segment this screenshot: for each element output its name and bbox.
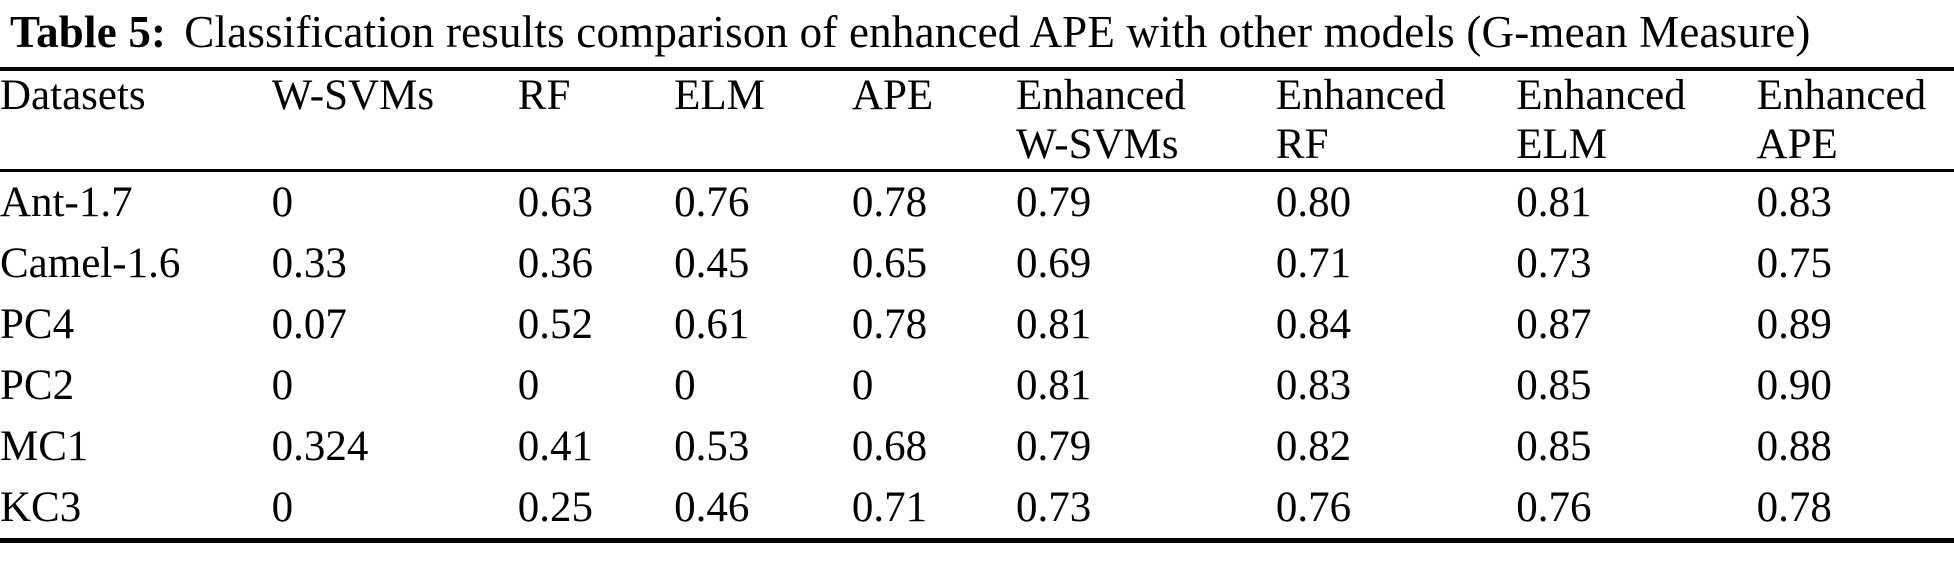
row-label: PC2 [0,362,75,409]
data-cell: 0.71 [851,484,928,531]
data-cell: 0.68 [851,423,928,470]
column-header-line2: ELM [1516,121,1608,168]
data-cell: 0.76 [1275,484,1352,531]
column-header-line2 [852,120,1016,168]
data-cell: 0 [674,362,696,409]
column-header-line1: ELM [674,72,765,119]
column-header-line1: APE [851,72,934,119]
data-cell: 0.85 [1516,423,1592,470]
table-caption: Table 5: Classification results compariso… [0,0,1954,58]
data-cell: 0.41 [517,423,594,470]
data-cell: 0.33 [271,240,347,287]
column-header-line1: W-SVMs [271,72,435,119]
table-row: PC4 0.07 0.52 0.61 0.78 0.81 0.84 0.87 0… [0,294,1954,355]
column-header-enhanced-rf: Enhanced RF [1275,69,1517,172]
data-cell: 0.52 [517,301,594,348]
data-cell: 0.45 [674,240,750,287]
table-row: PC2 0 0 0 0 0.81 0.83 0.85 0.90 [0,355,1954,416]
data-cell: 0.75 [1756,240,1832,287]
data-cell: 0.61 [674,301,750,348]
data-cell: 0.53 [674,423,750,470]
data-cell: 0.83 [1275,362,1352,409]
data-cell: 0.324 [271,423,369,470]
column-header-line2 [0,120,272,168]
data-cell: 0.78 [1756,484,1832,531]
data-cell: 0 [271,484,294,531]
column-header-line1: Enhanced [1016,72,1186,119]
column-header-line1: Enhanced [1275,72,1446,119]
data-cell: 0.89 [1756,301,1832,348]
column-header-elm: ELM [674,69,852,172]
column-header-line1: Enhanced [1516,72,1686,119]
data-cell: 0.85 [1516,362,1592,409]
table-row: KC3 0 0.25 0.46 0.71 0.73 0.76 0.76 0.78 [0,477,1954,541]
data-cell: 0.73 [1016,484,1092,531]
data-cell: 0.79 [1016,179,1092,226]
data-cell: 0.80 [1275,179,1352,226]
column-header-enhanced-elm: Enhanced ELM [1516,69,1757,172]
data-cell: 0 [271,179,294,226]
row-label: KC3 [0,484,82,531]
column-header-ape: APE [851,69,1017,172]
column-header-line2 [272,120,518,168]
column-header-line1: RF [517,72,571,119]
data-cell: 0.76 [674,179,750,226]
data-cell: 0.81 [1016,362,1092,409]
column-header-line2: W-SVMs [1016,121,1179,168]
column-header-enhanced-ape: Enhanced APE [1756,69,1954,172]
data-cell: 0.90 [1756,362,1832,409]
data-cell: 0.65 [851,240,928,287]
data-cell: 0.73 [1516,240,1592,287]
data-cell: 0.46 [674,484,750,531]
column-header-line1: Enhanced [1756,72,1927,119]
data-cell: 0.69 [1016,240,1092,287]
data-cell: 0.63 [517,179,594,226]
column-header-wsvms: W-SVMs [271,69,518,172]
data-cell: 0.25 [517,484,594,531]
column-header-line2: APE [1756,121,1838,168]
column-header-line2: RF [1275,121,1329,168]
header-row: Datasets W-SVMs RF ELM APE [0,69,1954,172]
data-cell: 0 [851,362,874,409]
row-label: MC1 [0,423,89,470]
column-header-line1: Datasets [0,72,146,119]
column-header-datasets: Datasets [0,69,272,172]
data-cell: 0 [517,362,540,409]
data-cell: 0.79 [1016,423,1092,470]
data-cell: 0.81 [1016,301,1092,348]
column-header-rf: RF [517,69,675,172]
data-cell: 0.83 [1756,179,1832,226]
column-header-line2 [674,120,852,168]
data-cell: 0.71 [1275,240,1352,287]
table-caption-label: Table 5: [10,7,167,57]
data-cell: 0.78 [851,301,928,348]
data-cell: 0.82 [1275,423,1352,470]
data-cell: 0.81 [1516,179,1592,226]
data-cell: 0.78 [851,179,928,226]
results-table: Datasets W-SVMs RF ELM APE [0,67,1954,543]
row-label: Ant-1.7 [0,179,133,226]
data-cell: 0.87 [1516,301,1592,348]
row-label: Camel-1.6 [0,240,181,287]
column-header-enhanced-wsvms: Enhanced W-SVMs [1016,69,1276,172]
table-row: MC1 0.324 0.41 0.53 0.68 0.79 0.82 0.85 … [0,416,1954,477]
column-header-line2 [518,120,674,168]
data-cell: 0.36 [517,240,594,287]
data-cell: 0 [271,362,294,409]
row-label: PC4 [0,301,75,348]
table-row: Camel-1.6 0.33 0.36 0.45 0.65 0.69 0.71 … [0,233,1954,294]
table-row: Ant-1.7 0 0.63 0.76 0.78 0.79 0.80 0.81 … [0,171,1954,234]
table-caption-text: Classification results comparison of enh… [184,7,1811,57]
data-cell: 0.76 [1516,484,1592,531]
data-cell: 0.07 [271,301,347,348]
data-cell: 0.84 [1275,301,1352,348]
data-cell: 0.88 [1756,423,1832,470]
